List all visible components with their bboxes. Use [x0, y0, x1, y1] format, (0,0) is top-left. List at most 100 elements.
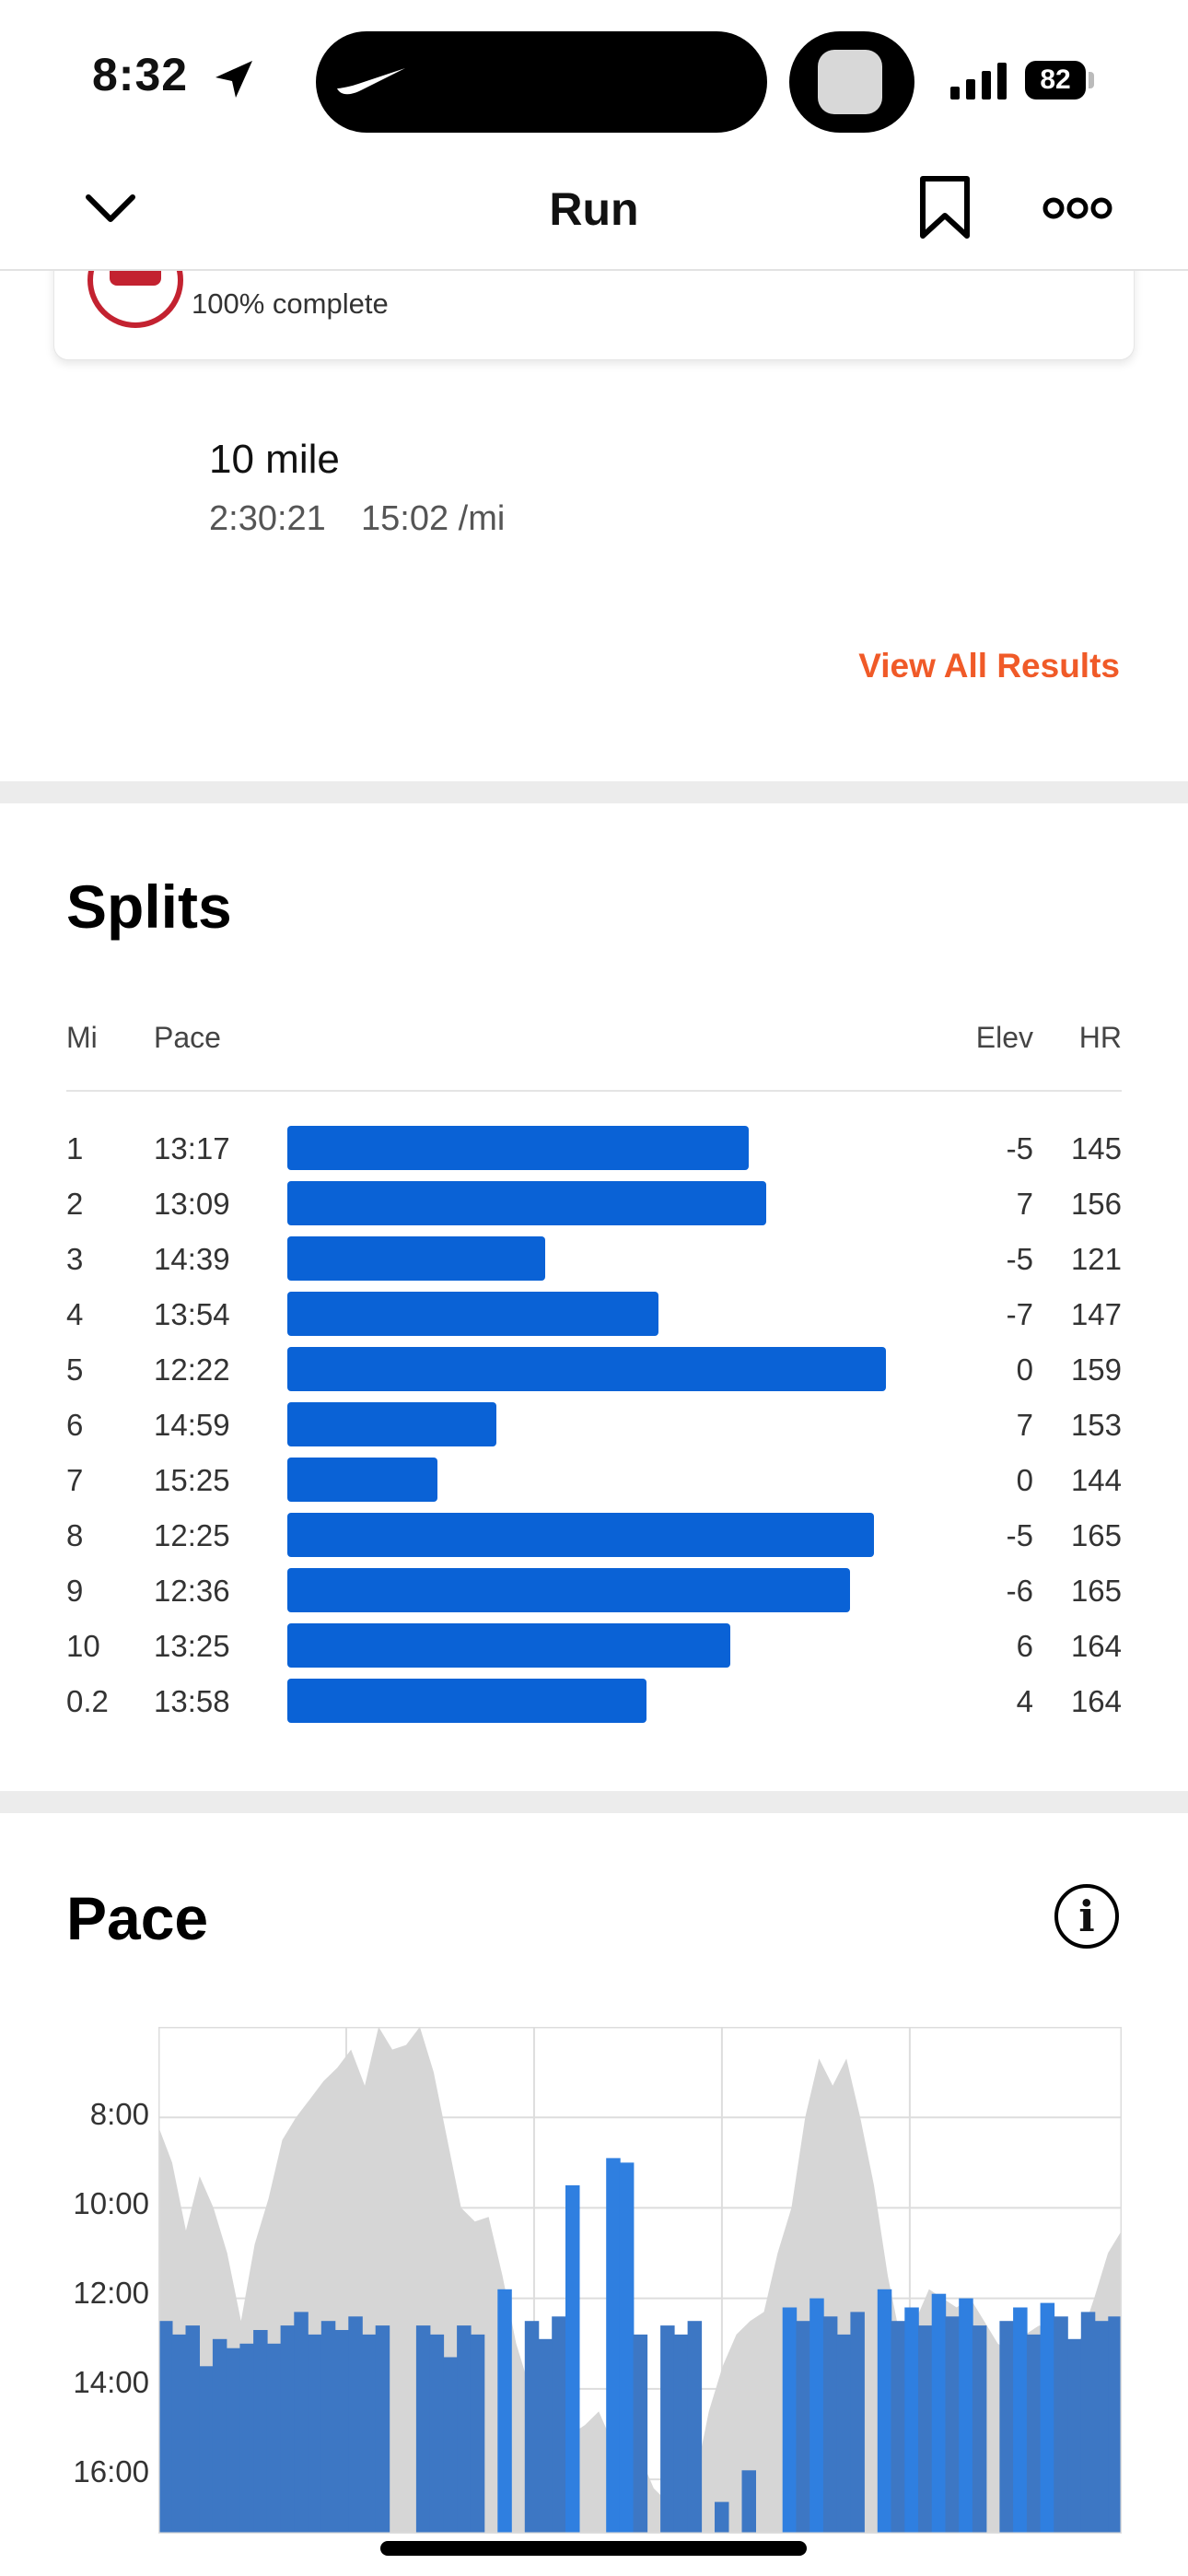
pace-point: [280, 2325, 296, 2534]
pace-point: [239, 2343, 254, 2534]
split-pace-bar: [287, 1126, 749, 1170]
view-all-results-link[interactable]: View All Results: [858, 647, 1120, 685]
split-hr: 153: [1070, 1408, 1122, 1442]
y-tick-label: 12:00: [73, 2276, 149, 2310]
split-pace: 12:22: [154, 1352, 230, 1387]
pace-point: [809, 2298, 824, 2534]
more-options-icon[interactable]: [1042, 193, 1112, 223]
split-row: 1 13:17 -5 145: [0, 1124, 1188, 1179]
pace-point: [673, 2334, 689, 2534]
location-arrow-icon: [215, 61, 252, 98]
cellular-signal-icon: [950, 63, 1007, 100]
pace-point: [796, 2321, 810, 2534]
split-pace: 13:25: [154, 1629, 230, 1663]
split-pace: 13:09: [154, 1187, 230, 1221]
result-name[interactable]: 10 mile: [209, 437, 340, 482]
pace-point: [1054, 2316, 1068, 2534]
split-mile: 6: [66, 1408, 84, 1442]
section-divider: [0, 781, 1188, 803]
nav-bar: [0, 157, 1188, 271]
chart-frame: [158, 2027, 1122, 2534]
header-divider: [66, 1090, 1122, 1092]
split-mile: 9: [66, 1574, 84, 1608]
pace-point: [959, 2298, 973, 2534]
split-elev: -5: [1006, 1131, 1033, 1165]
header-elev: Elev: [975, 1021, 1033, 1054]
pace-point: [1094, 2321, 1109, 2534]
split-row: 2 13:09 7 156: [0, 1179, 1188, 1235]
pace-point: [660, 2325, 675, 2534]
split-mile: 5: [66, 1352, 84, 1387]
pace-point: [429, 2334, 445, 2534]
nike-swoosh-icon: [337, 68, 405, 95]
pace-point: [1080, 2312, 1096, 2534]
split-mile: 8: [66, 1518, 84, 1552]
split-row: 4 13:54 -7 147: [0, 1290, 1188, 1345]
battery-indicator: 82: [1025, 61, 1086, 100]
home-indicator[interactable]: [380, 2541, 807, 2556]
split-hr: 144: [1070, 1463, 1122, 1497]
header-pace: Pace: [154, 1021, 221, 1054]
y-tick-label: 10:00: [73, 2186, 149, 2220]
pace-point: [320, 2321, 336, 2534]
split-mile: 3: [66, 1242, 84, 1276]
pace-point: [633, 2334, 648, 2534]
split-row: 0.2 13:58 4 164: [0, 1677, 1188, 1732]
pace-point: [606, 2158, 621, 2534]
split-pace: 15:25: [154, 1463, 230, 1497]
split-pace-bar: [287, 1236, 545, 1281]
pace-point: [1108, 2316, 1122, 2534]
split-pace: 14:59: [154, 1408, 230, 1442]
pace-point: [443, 2357, 458, 2534]
pace-point: [904, 2307, 919, 2534]
split-elev: -6: [1006, 1574, 1033, 1608]
pace-point: [687, 2321, 703, 2534]
split-hr: 164: [1070, 1629, 1122, 1663]
split-mile: 10: [66, 1629, 100, 1663]
split-pace-bar: [287, 1679, 646, 1723]
bookmark-icon[interactable]: [917, 175, 973, 241]
split-row: 8 12:25 -5 165: [0, 1511, 1188, 1566]
pace-point: [1067, 2338, 1082, 2534]
pace-point: [308, 2334, 322, 2534]
pace-point: [1013, 2307, 1028, 2534]
split-mile: 4: [66, 1297, 84, 1331]
pace-point: [822, 2316, 838, 2534]
status-time: 8:32: [92, 49, 189, 100]
split-row: 7 15:25 0 144: [0, 1456, 1188, 1511]
split-pace: 13:54: [154, 1297, 230, 1331]
pace-point: [782, 2307, 798, 2534]
split-elev: 7: [1016, 1408, 1033, 1442]
pace-point: [715, 2501, 729, 2534]
chevron-down-icon[interactable]: [83, 190, 138, 227]
pace-point: [199, 2366, 214, 2534]
result-time: 2:30:21: [209, 499, 326, 538]
split-pace-bar: [287, 1458, 437, 1502]
pace-point: [375, 2325, 390, 2534]
pace-point: [999, 2321, 1014, 2534]
pace-point: [497, 2289, 512, 2534]
battery-cap: [1089, 72, 1094, 88]
split-pace: 14:39: [154, 1242, 230, 1276]
split-elev: 4: [1016, 1684, 1033, 1718]
pace-chart[interactable]: [158, 2027, 1122, 2534]
split-pace-bar: [287, 1181, 766, 1225]
split-pace-bar: [287, 1513, 874, 1557]
split-elev: -5: [1006, 1242, 1033, 1276]
pace-point: [538, 2338, 553, 2534]
page-title: Run: [549, 183, 639, 235]
y-tick-label: 14:00: [73, 2365, 149, 2399]
split-pace: 13:17: [154, 1131, 230, 1165]
split-mile: 1: [66, 1131, 84, 1165]
dynamic-island[interactable]: [316, 31, 767, 133]
pace-point: [212, 2338, 227, 2534]
pace-point: [918, 2325, 933, 2534]
split-row: 10 13:25 6 164: [0, 1622, 1188, 1677]
info-icon[interactable]: i: [1054, 1884, 1119, 1949]
pace-point: [457, 2325, 472, 2534]
pace-point: [945, 2316, 960, 2534]
pace-point: [348, 2316, 363, 2534]
split-hr: 145: [1070, 1131, 1122, 1165]
split-hr: 159: [1070, 1352, 1122, 1387]
split-row: 9 12:36 -6 165: [0, 1566, 1188, 1622]
